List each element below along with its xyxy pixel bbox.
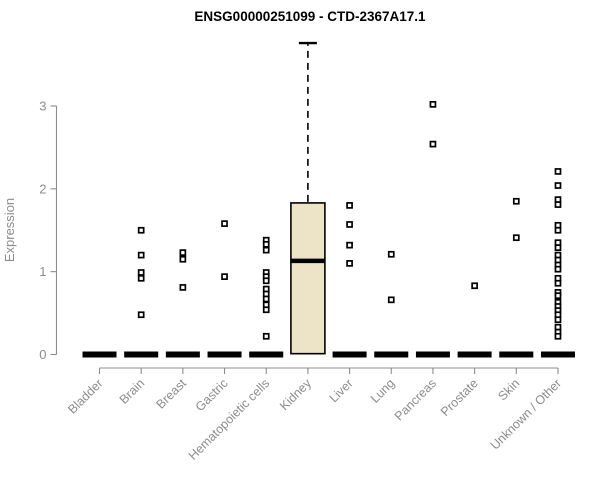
x-tick-label: Prostate (438, 376, 481, 419)
x-tick-label: Gastric (193, 376, 231, 414)
outlier-point (221, 273, 228, 280)
y-tick-label: 2 (39, 181, 46, 196)
outlier-point (429, 140, 437, 148)
outlier-point (346, 202, 353, 209)
zero-box-bar (499, 351, 534, 358)
outlier-point (554, 201, 562, 208)
outlier-point (262, 277, 270, 285)
outlier-point (554, 168, 562, 175)
outlier-point (137, 251, 145, 259)
zero-box-bar (540, 351, 575, 358)
outlier-point (554, 244, 562, 251)
outlier-point (387, 296, 395, 304)
outlier-point (429, 101, 437, 108)
y-tick-label: 3 (39, 99, 46, 114)
outlier-point (262, 332, 270, 340)
chart-title: ENSG00000251099 - CTD-2367A17.1 (194, 9, 426, 24)
outlier-point (137, 269, 145, 276)
outlier-point (471, 282, 478, 290)
zero-box-bar (332, 351, 367, 358)
outlier-point (346, 221, 353, 228)
x-tick-label: Bladder (65, 376, 105, 416)
x-tick-label: Lung (368, 376, 398, 406)
y-axis-title: Expression (2, 198, 17, 262)
outlier-point (512, 234, 520, 242)
box-rect (290, 202, 326, 355)
outlier-point (554, 332, 562, 340)
y-tick-label: 1 (39, 264, 46, 279)
outlier-point (554, 226, 562, 234)
outlier-point (179, 249, 187, 256)
y-tick-label: 0 (39, 347, 46, 362)
zero-box-bar (82, 351, 117, 358)
x-tick-label: Pancreas (392, 376, 439, 423)
x-tick-label: Liver (327, 376, 356, 405)
x-tick-label: Breast (154, 376, 190, 412)
outlier-point (262, 295, 270, 303)
zero-box-bar (415, 351, 450, 358)
zero-box-bar (457, 351, 492, 358)
outlier-point (262, 306, 270, 314)
x-tick-label: Hematopoietic cells (186, 376, 273, 463)
outlier-point (512, 197, 520, 205)
outlier-point (262, 240, 270, 248)
x-tick-label: Unknown / Other (488, 376, 564, 452)
outlier-point (554, 292, 562, 300)
zero-box-bar (165, 351, 200, 358)
zero-box-bar (124, 351, 159, 358)
outlier-point (137, 274, 145, 282)
x-tick-label: Skin (495, 376, 522, 403)
outlier-point (179, 284, 187, 291)
outlier-point (179, 255, 187, 263)
zero-box-bar (207, 351, 242, 358)
outlier-point (387, 250, 395, 258)
outlier-point (554, 265, 562, 273)
zero-box-bar (374, 351, 409, 358)
box-series (82, 41, 575, 358)
outlier-point (137, 311, 145, 319)
x-tick-label: Kidney (277, 376, 314, 413)
x-tick-label: Brain (117, 376, 148, 407)
outlier-point (262, 246, 270, 254)
zero-box-bar (249, 351, 284, 358)
outlier-point (221, 220, 228, 227)
outlier-point (346, 260, 353, 267)
outlier-point (554, 182, 562, 189)
outlier-point (554, 316, 562, 324)
outlier-point (346, 241, 353, 249)
outlier-point (554, 279, 562, 287)
outlier-point (137, 226, 145, 234)
